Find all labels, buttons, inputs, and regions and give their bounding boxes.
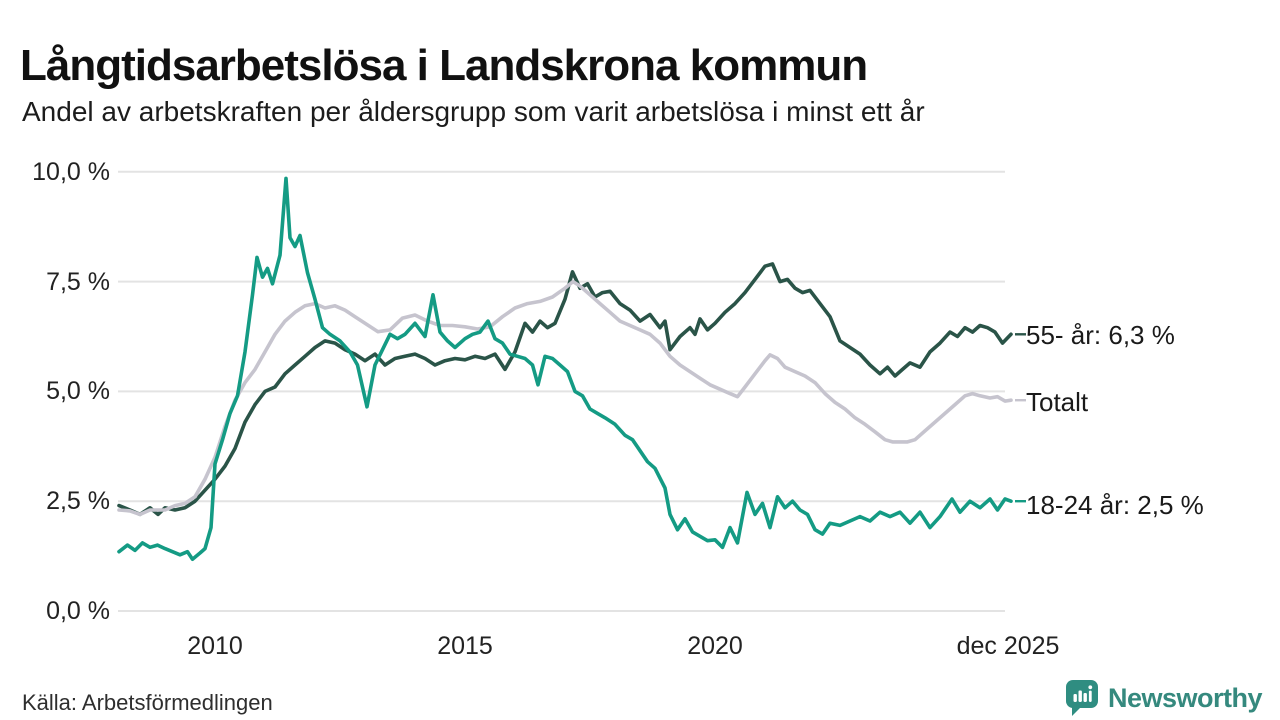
- y-axis-tick: 7,5 %: [46, 268, 110, 296]
- chart-subtitle: Andel av arbetskraften per åldersgrupp s…: [22, 96, 925, 127]
- x-axis-tick: dec 2025: [956, 632, 1060, 660]
- y-axis-tick: 5,0 %: [46, 377, 110, 405]
- page-title: Långtidsarbetslösa i Landskrona kommun: [20, 41, 868, 91]
- y-axis-tick: 0,0 %: [46, 597, 110, 625]
- y-axis-tick: 10,0 %: [32, 158, 110, 186]
- newsworthy-logo-text: Newsworthy: [1107, 682, 1263, 713]
- series-end-label-55: 55- år: 6,3 %: [1026, 320, 1175, 350]
- x-axis-tick: 2010: [187, 632, 243, 660]
- series-end-label-totalt: Totalt: [1026, 387, 1089, 417]
- series-line-18-24 år: [117, 176, 1013, 562]
- x-axis-tick: 2020: [687, 632, 743, 660]
- newsworthy-logo: Newsworthy: [1063, 678, 1263, 718]
- series-line-Totalt: [117, 279, 1013, 517]
- series-line-55- år: [117, 262, 1013, 517]
- newsworthy-logo-icon: [1065, 680, 1098, 716]
- source-attribution: Källa: Arbetsförmedlingen: [22, 690, 273, 715]
- series-end-label-18-24: 18-24 år: 2,5 %: [1026, 490, 1204, 520]
- x-axis-tick: 2015: [437, 632, 493, 660]
- y-axis-tick: 2,5 %: [46, 487, 110, 515]
